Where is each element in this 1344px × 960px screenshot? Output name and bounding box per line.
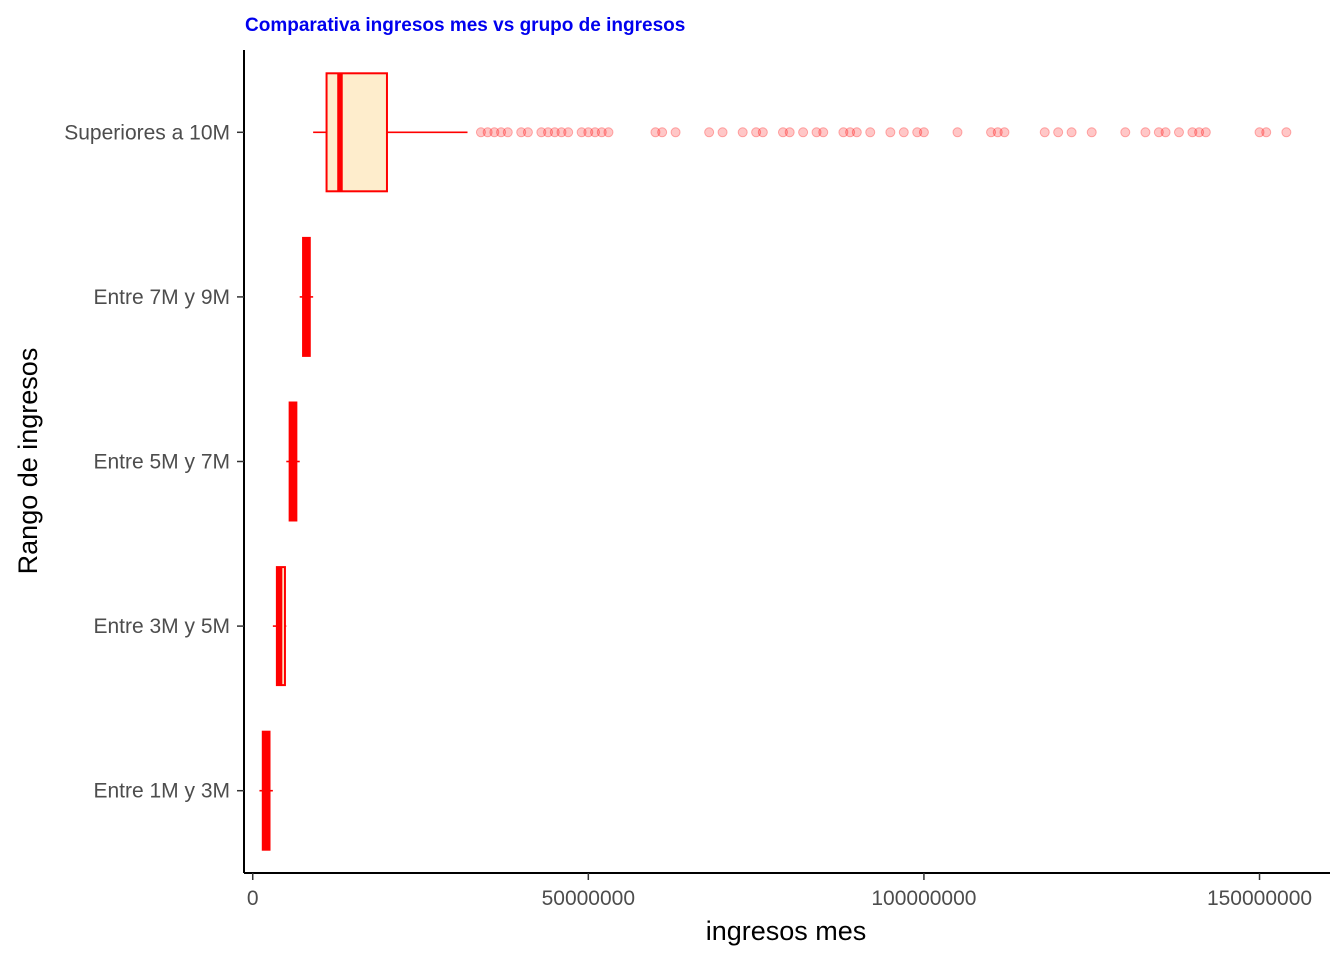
y-tick-label: Entre 1M y 3M xyxy=(93,780,230,803)
y-tick-label: Superiores a 10M xyxy=(64,121,230,144)
outliers xyxy=(475,127,1292,138)
outlier-point xyxy=(502,127,513,138)
outlier-point xyxy=(496,127,507,138)
outlier-point xyxy=(952,127,963,138)
outlier-point xyxy=(1254,127,1265,138)
y-tick-label: Entre 5M y 7M xyxy=(93,451,230,474)
outlier-point xyxy=(475,127,486,138)
y-tick-label: Entre 3M y 5M xyxy=(93,615,230,638)
box-3 xyxy=(299,236,314,357)
outlier-point xyxy=(851,127,862,138)
outlier-point xyxy=(737,127,748,138)
outlier-point xyxy=(1153,127,1164,138)
outlier-point xyxy=(1140,127,1151,138)
outlier-point xyxy=(543,127,554,138)
outlier-point xyxy=(1281,127,1292,138)
x-axis-title: ingresos mes xyxy=(706,916,867,946)
outlier-point xyxy=(992,127,1003,138)
outlier-point xyxy=(986,127,997,138)
outlier-point xyxy=(583,127,594,138)
x-tick-label: 0 xyxy=(247,887,259,910)
outlier-point xyxy=(717,127,728,138)
outlier-point xyxy=(563,127,574,138)
outlier-point xyxy=(590,127,601,138)
outlier-point xyxy=(482,127,493,138)
outlier-point xyxy=(596,127,607,138)
y-tick-label: Entre 7M y 9M xyxy=(93,286,230,309)
outlier-point xyxy=(657,127,668,138)
chart-title: Comparativa ingresos mes vs grupo de ing… xyxy=(245,15,685,36)
outlier-point xyxy=(556,127,567,138)
box-body xyxy=(325,72,388,193)
outlier-point xyxy=(603,127,614,138)
outlier-point xyxy=(1160,127,1171,138)
outlier-point xyxy=(1173,127,1184,138)
outlier-point xyxy=(838,127,849,138)
x-tick-label: 50000000 xyxy=(542,887,635,910)
outlier-point xyxy=(918,127,929,138)
outlier-point xyxy=(522,127,533,138)
outlier-point xyxy=(898,127,909,138)
x-tick-label: 100000000 xyxy=(871,887,976,910)
outlier-point xyxy=(489,127,500,138)
outlier-point xyxy=(1120,127,1131,138)
outlier-point xyxy=(549,127,560,138)
outlier-point xyxy=(1086,127,1097,138)
outlier-point xyxy=(1053,127,1064,138)
outlier-point xyxy=(576,127,587,138)
outlier-point xyxy=(1066,127,1077,138)
outlier-point xyxy=(811,127,822,138)
outlier-point xyxy=(865,127,876,138)
outlier-point xyxy=(751,127,762,138)
outlier-point xyxy=(798,127,809,138)
outlier-point xyxy=(999,127,1010,138)
outlier-point xyxy=(1200,127,1211,138)
outlier-point xyxy=(650,127,661,138)
x-tick-label: 150000000 xyxy=(1207,887,1312,910)
box-1 xyxy=(272,566,287,687)
outlier-point xyxy=(1039,127,1050,138)
box-4 xyxy=(313,72,468,193)
outlier-point xyxy=(1187,127,1198,138)
outlier-point xyxy=(536,127,547,138)
outlier-point xyxy=(912,127,923,138)
outlier-point xyxy=(845,127,856,138)
outlier-point xyxy=(777,127,788,138)
outlier-point xyxy=(885,127,896,138)
plot-area xyxy=(259,72,1292,851)
outlier-point xyxy=(670,127,681,138)
axes: Entre 1M y 3M Entre 3M y 5M Entre 5M y 7M E… xyxy=(64,50,1330,910)
outlier-point xyxy=(704,127,715,138)
y-axis-title: Rango de ingresos xyxy=(13,348,43,575)
box-2 xyxy=(286,401,300,522)
outlier-point xyxy=(784,127,795,138)
box-0 xyxy=(259,730,273,851)
outlier-point xyxy=(1194,127,1205,138)
outlier-point xyxy=(1261,127,1272,138)
outlier-point xyxy=(516,127,527,138)
outlier-point xyxy=(818,127,829,138)
outlier-point xyxy=(757,127,768,138)
